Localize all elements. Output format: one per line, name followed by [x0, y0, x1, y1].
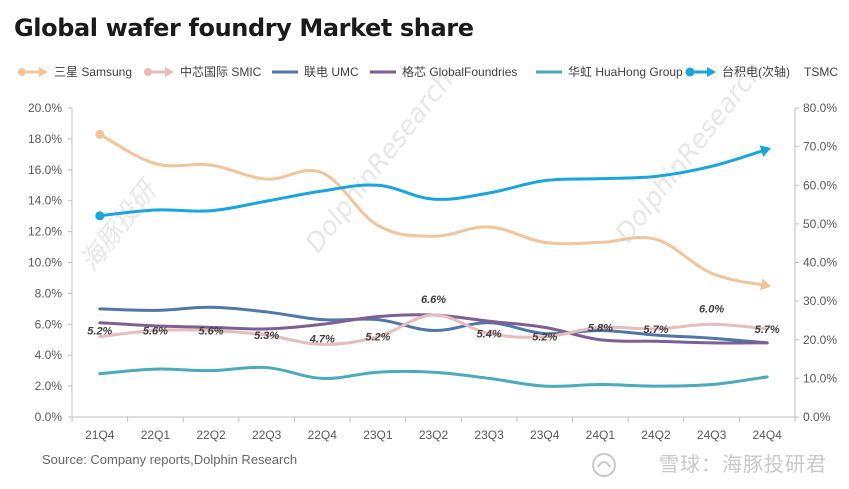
data-label: 5.6% — [143, 325, 168, 337]
legend-label: 三星 Samsung — [54, 65, 132, 79]
data-label: 5.8% — [588, 322, 613, 334]
data-label: 5.3% — [254, 330, 279, 342]
legend-label: 中芯国际 SMIC — [180, 64, 262, 79]
left-axis-tick-label: 12.0% — [28, 225, 62, 239]
data-label: 6.0% — [699, 303, 724, 315]
legend-swatch-marker — [685, 67, 695, 77]
legend-swatch-marker — [18, 68, 26, 76]
chart-title: Global wafer foundry Market share — [14, 14, 474, 42]
right-axis-tick-label: 20.0% — [803, 333, 837, 347]
left-axis-tick-label: 8.0% — [35, 286, 63, 300]
series-start-marker — [95, 129, 105, 139]
series-line — [98, 305, 769, 345]
left-axis-tick-label: 18.0% — [28, 132, 62, 146]
x-axis-tick-label: 22Q1 — [141, 428, 171, 442]
data-label: 5.7% — [643, 324, 668, 336]
left-axis-tick-label: 16.0% — [28, 163, 62, 177]
data-label: 5.2% — [365, 332, 390, 344]
x-axis-tick-label: 23Q3 — [474, 428, 504, 442]
left-axis-tick-label: 4.0% — [35, 348, 63, 362]
x-axis-tick-label: 21Q4 — [85, 428, 115, 442]
left-axis-tick-label: 10.0% — [28, 256, 62, 270]
legend-label: 联电 UMC — [304, 65, 359, 79]
snowball-logo-icon — [592, 453, 616, 477]
x-axis-tick-label: 23Q2 — [419, 428, 449, 442]
right-axis-tick-label: 10.0% — [803, 371, 837, 385]
right-axis-tick-label: 50.0% — [803, 217, 837, 231]
right-axis-tick-label: 30.0% — [803, 294, 837, 308]
x-axis-tick-label: 23Q4 — [530, 428, 560, 442]
series-start-marker — [95, 211, 105, 221]
right-axis-tick-label: 70.0% — [803, 140, 837, 154]
data-label: 6.6% — [421, 294, 446, 306]
legend-swatch-marker — [144, 68, 152, 76]
series-end-arrow — [759, 145, 772, 157]
data-label: 5.4% — [477, 329, 502, 341]
series-line — [98, 132, 769, 288]
left-axis-tick-label: 6.0% — [35, 317, 63, 331]
series-end-arrow — [760, 278, 772, 291]
right-axis-tick-label: 60.0% — [803, 178, 837, 192]
x-axis-tick-label: 22Q3 — [252, 428, 282, 442]
x-axis-tick-label: 24Q3 — [697, 428, 727, 442]
x-axis-tick-label: 23Q1 — [363, 428, 393, 442]
legend-label: TSMC — [804, 65, 838, 79]
x-axis-tick-label: 22Q4 — [308, 428, 338, 442]
legend-swatch-arrow — [39, 67, 48, 77]
left-axis-tick-label: 2.0% — [35, 379, 63, 393]
legend-swatch-arrow — [707, 67, 716, 77]
data-label: 5.7% — [755, 324, 780, 336]
series-line — [98, 365, 769, 388]
legend-label: 格芯 GlobalFoundries — [402, 64, 517, 79]
series-line — [98, 313, 769, 346]
x-axis-tick-label: 24Q1 — [586, 428, 616, 442]
legend-label: 华虹 HuaHong Group — [568, 65, 683, 79]
data-label: 5.2% — [532, 332, 557, 344]
right-axis-tick-label: 80.0% — [803, 101, 837, 115]
data-label: 5.6% — [198, 325, 223, 337]
x-axis-tick-label: 22Q2 — [196, 428, 226, 442]
left-axis-tick-label: 20.0% — [28, 101, 62, 115]
source-note: Source: Company reports,Dolphin Research — [42, 452, 298, 467]
left-axis-tick-label: 14.0% — [28, 194, 62, 208]
x-axis-tick-label: 24Q4 — [753, 428, 783, 442]
legend-swatch-arrow — [165, 67, 174, 77]
left-axis-tick-label: 0.0% — [35, 410, 63, 424]
data-label: 4.7% — [309, 333, 335, 345]
right-axis-tick-label: 40.0% — [803, 256, 837, 270]
right-axis-tick-label: 0.0% — [803, 410, 831, 424]
legend-label: 台积电(次轴) — [722, 64, 790, 79]
data-label: 5.2% — [87, 326, 112, 338]
series-line — [98, 147, 769, 218]
watermark-text: 雪球：海豚投研君 — [659, 452, 827, 476]
x-axis-tick-label: 24Q2 — [641, 428, 671, 442]
